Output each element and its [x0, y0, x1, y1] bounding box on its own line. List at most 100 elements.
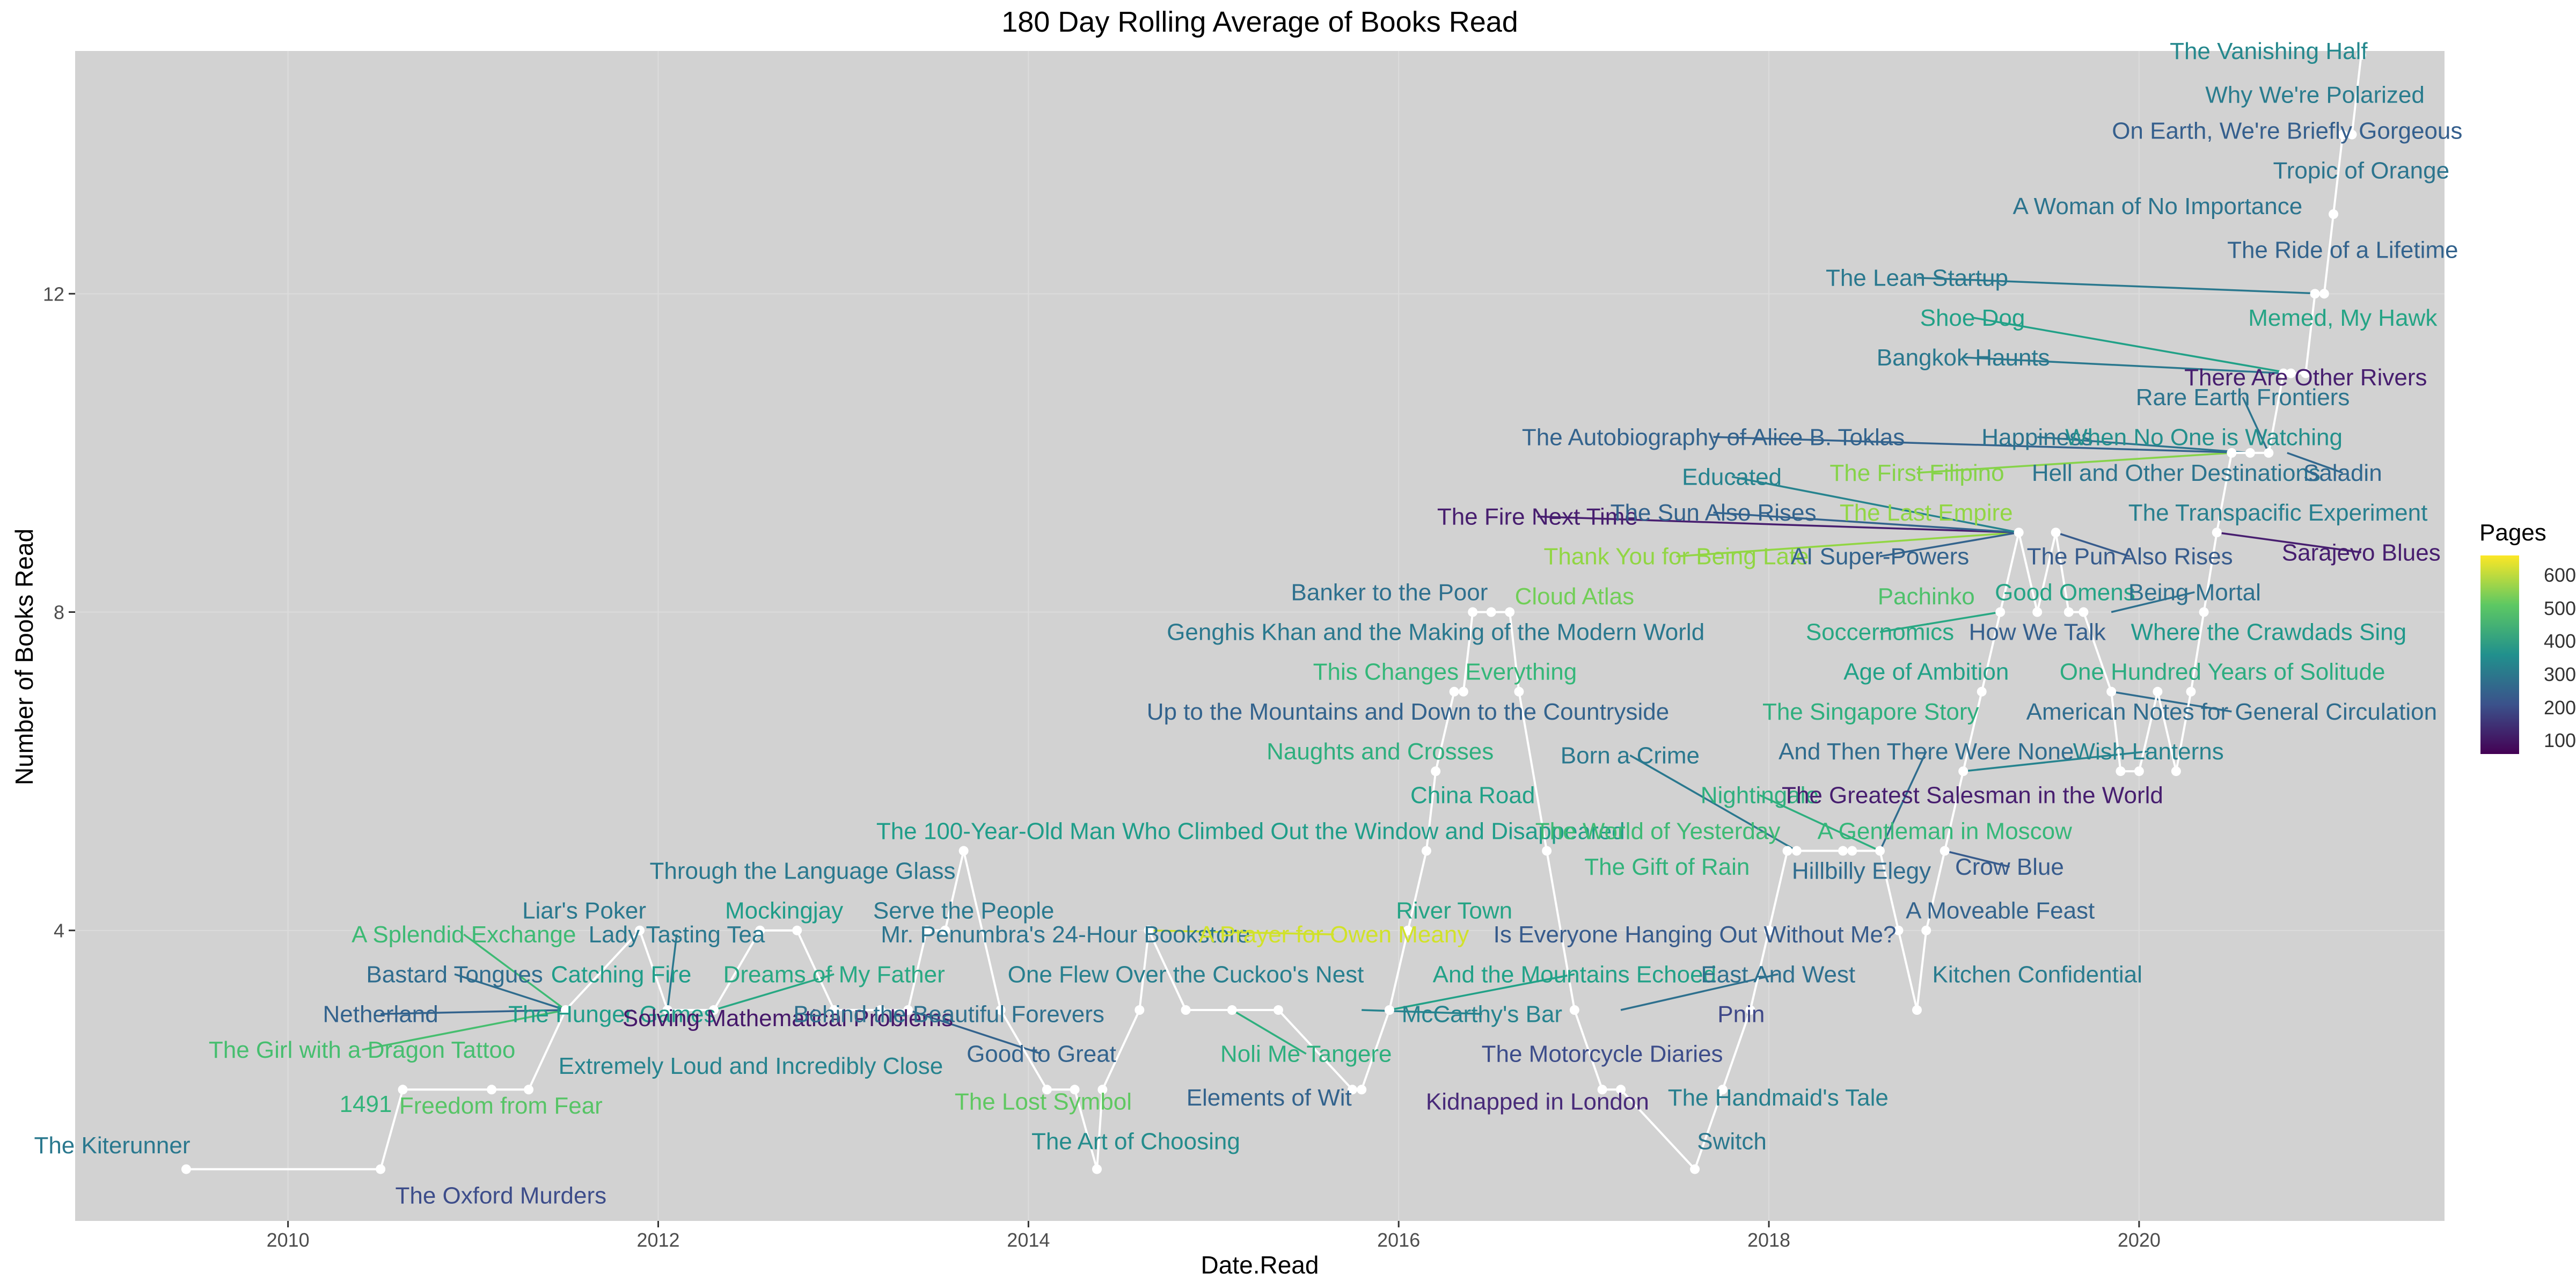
book-label: The Greatest Salesman in the World: [1782, 782, 2163, 809]
leader-line: [1879, 611, 2001, 633]
leader-line: [1389, 973, 1575, 1011]
book-label: The Lost Symbol: [955, 1089, 1132, 1115]
book-label: Bangkok Haunts: [1877, 345, 2050, 371]
book-label: On Earth, We're Briefly Gorgeous: [2112, 118, 2462, 144]
book-label: Mockingjay: [725, 898, 843, 924]
book-label: The World of Yesterday: [1535, 818, 1781, 844]
book-label: Freedom from Fear: [399, 1093, 603, 1119]
data-point: [1135, 1005, 1145, 1015]
x-tick-label: 2012: [636, 1229, 679, 1251]
data-point: [1912, 1005, 1922, 1015]
data-point: [2153, 686, 2163, 697]
book-label: The Oxford Murders: [395, 1183, 606, 1209]
data-point: [1690, 1164, 1700, 1174]
book-label: The Art of Choosing: [1031, 1129, 1240, 1155]
book-label: Saladin: [2303, 460, 2382, 486]
leader-layer: [362, 276, 2362, 1055]
leader-line: [1944, 850, 2010, 868]
book-label: Nightingale: [1701, 782, 1819, 809]
book-label: East And West: [1701, 961, 1855, 987]
book-label: American Notes for General Circulation: [2026, 699, 2437, 725]
book-label: Born a Crime: [1561, 742, 1700, 769]
book-label: 1491: [340, 1091, 392, 1117]
y-tick-label: 8: [54, 602, 64, 624]
data-point: [181, 1164, 191, 1174]
data-point: [1542, 846, 1552, 856]
book-label: Elements of Wit: [1187, 1085, 1352, 1111]
data-point: [708, 1005, 719, 1015]
leader-line: [1759, 794, 1880, 852]
data-point: [2227, 448, 2237, 458]
data-point: [1181, 1005, 1191, 1015]
book-label: Cloud Atlas: [1515, 583, 1635, 610]
data-point: [2063, 607, 2074, 617]
book-label: Netherland: [323, 1001, 438, 1027]
data-point: [1958, 766, 1968, 777]
book-label: Age of Ambition: [1843, 659, 2009, 685]
book-label: Kidnapped in London: [1426, 1089, 1649, 1115]
book-label: The Ride of a Lifetime: [2227, 237, 2458, 264]
data-point: [487, 1085, 497, 1095]
book-label: River Town: [1396, 898, 1512, 924]
data-point: [2014, 528, 2024, 538]
label-layer: The Kiterunner The Oxford Murders 1491 Free…: [34, 38, 2462, 1209]
y-axis-label: Number of Books Read: [10, 528, 38, 786]
book-label: Is Everyone Hanging Out Without Me?: [1494, 921, 1897, 948]
data-point: [2051, 528, 2061, 538]
book-label: Happiness: [1981, 424, 2093, 450]
data-point: [1782, 846, 1792, 856]
book-label: The Autobiography of Alice B. Toklas: [1522, 424, 1905, 450]
book-label: A Woman of No Importance: [2013, 193, 2303, 219]
book-label: Rare Earth Frontiers: [2136, 384, 2350, 411]
book-label: Wish Lanterns: [2073, 738, 2224, 765]
data-point: [2079, 607, 2089, 617]
data-point: [1616, 1085, 1626, 1095]
data-point: [2310, 289, 2320, 299]
leader-line: [908, 1009, 1042, 1055]
book-label: Banker to the Poor: [1291, 579, 1488, 605]
data-point: [2329, 209, 2339, 219]
book-label: How We Talk: [1969, 619, 2106, 646]
book-label: Dreams of My Father: [723, 961, 945, 987]
data-point: [2319, 289, 2329, 299]
book-label: Educated: [1682, 464, 1782, 490]
series-line: [186, 55, 2362, 1170]
legend-title: Pages: [2479, 519, 2546, 546]
book-label: Mr. Penumbra's 24-Hour Bookstore: [881, 921, 1250, 948]
data-point: [1486, 607, 1496, 617]
data-point: [875, 1005, 885, 1015]
data-point: [1273, 1005, 1283, 1015]
legend-colorbar: [2480, 555, 2519, 754]
data-point: [1092, 1164, 1102, 1174]
leader-line: [713, 973, 835, 1011]
book-label: Serve the People: [873, 898, 1055, 924]
data-point: [376, 1164, 386, 1174]
data-point: [2032, 607, 2043, 617]
data-point: [561, 1005, 571, 1015]
book-label: The First Filipino: [1829, 460, 2004, 486]
leader-line: [2287, 452, 2343, 474]
leader-line: [1879, 531, 2019, 558]
leader-line: [1713, 511, 2019, 533]
line-layer: [186, 55, 2362, 1170]
data-point: [2134, 766, 2144, 777]
book-label: Genghis Khan and the Making of the Moder…: [1167, 619, 1704, 646]
data-point: [829, 1005, 839, 1015]
data-point: [2286, 368, 2296, 378]
book-label: McCarthy's Bar: [1402, 1001, 1562, 1027]
leader-line: [1362, 1009, 1482, 1015]
leader-line: [1963, 750, 2149, 772]
data-point: [2212, 528, 2222, 538]
data-point: [1745, 1005, 1755, 1015]
leader-line: [1629, 754, 1797, 852]
legend-tick-label: 400: [2544, 630, 2576, 653]
book-label: There Are Other Rivers: [2184, 364, 2427, 391]
leader-line: [2111, 691, 2232, 713]
book-label: Being Mortal: [2128, 579, 2261, 605]
book-label: A Prayer for Owen Meany: [1199, 921, 1469, 948]
data-point: [1468, 607, 1478, 617]
data-point: [662, 1005, 672, 1015]
x-tick-label: 2010: [267, 1229, 310, 1251]
data-point: [1921, 925, 1931, 935]
